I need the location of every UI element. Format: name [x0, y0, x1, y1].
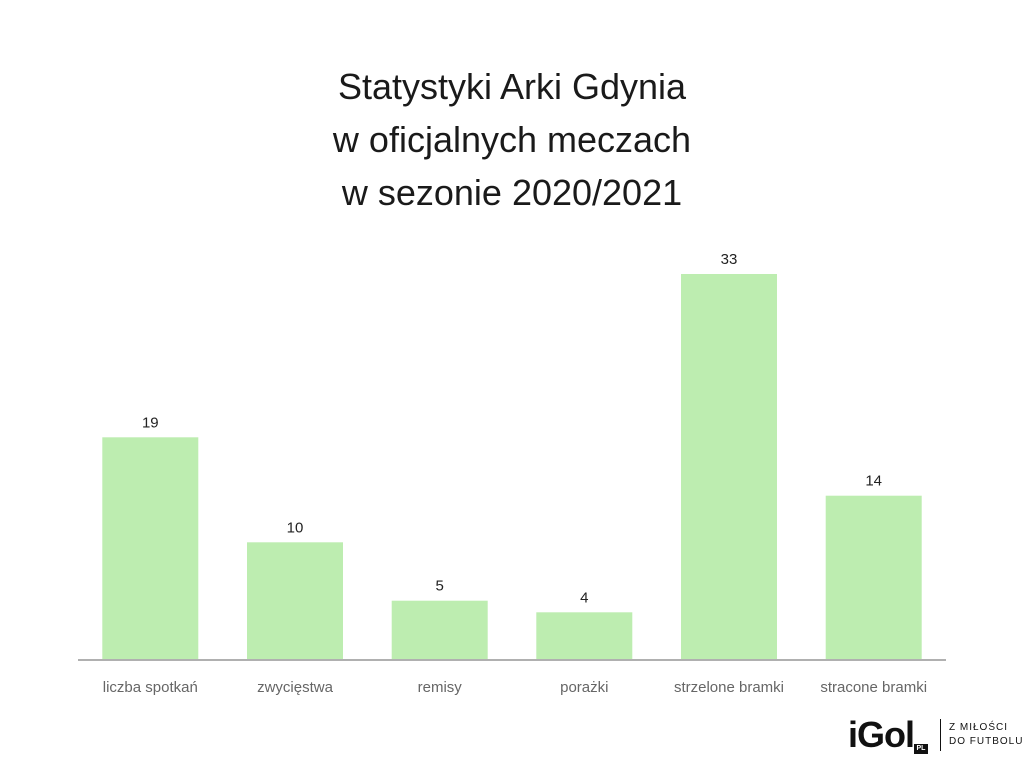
value-label-5: 14 [865, 473, 882, 490]
bar-5 [825, 495, 922, 659]
value-label-2: 5 [436, 578, 444, 595]
chart-title-line-1: Statystyki Arki Gdynia [337, 66, 687, 107]
category-labels-group: liczba spotkań zwycięstwa remisy porażki str… [103, 679, 927, 696]
bar-4 [681, 274, 777, 659]
category-label-0: liczba spotkań [103, 679, 198, 696]
category-label-2: remisy [418, 679, 463, 696]
bar-2 [391, 600, 488, 659]
logo-text: iGol [848, 714, 915, 755]
bar-3 [536, 612, 633, 659]
logo-badge: PL [914, 744, 928, 754]
bars-group [102, 274, 922, 659]
logo-wordmark: iGol PL [848, 712, 928, 758]
value-labels-group: 19 10 5 4 33 14 [142, 251, 882, 606]
value-label-3: 4 [580, 589, 588, 606]
category-label-4: strzelone bramki [674, 679, 784, 696]
value-label-4: 33 [721, 251, 738, 268]
category-label-3: porażki [560, 679, 608, 696]
chart-title-line-2: w oficjalnych meczach [332, 119, 692, 160]
bar-1 [247, 542, 343, 659]
chart-title-line-3: w sezonie 2020/2021 [341, 172, 683, 213]
category-label-1: zwycięstwa [257, 679, 334, 696]
logo-tagline: Z MIŁOŚCI DO FUTBOLU [949, 721, 1023, 749]
value-label-0: 19 [142, 414, 159, 431]
tagline-line-2: DO FUTBOLU [949, 736, 1024, 747]
bar-0 [102, 437, 199, 659]
tagline-line-1: Z MIŁOŚCI [949, 722, 1009, 733]
category-label-5: stracone bramki [820, 679, 927, 696]
value-label-1: 10 [287, 519, 304, 536]
chart-title: Statystyki Arki Gdynia w oficjalnych mec… [0, 60, 1024, 219]
igol-logo: iGol PL Z MIŁOŚCI DO FUTBOLU [848, 712, 1023, 758]
logo-divider [940, 719, 941, 751]
